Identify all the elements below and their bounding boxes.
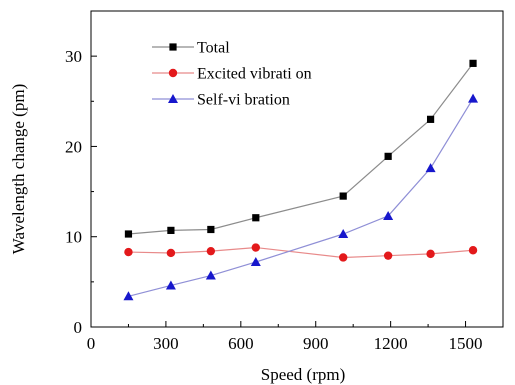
- series-line: [128, 98, 474, 297]
- data-point: [339, 192, 347, 200]
- data-point: [165, 280, 176, 290]
- data-point: [425, 163, 436, 173]
- data-point: [123, 291, 134, 301]
- series-layer: [123, 59, 479, 301]
- series-1: [124, 243, 478, 262]
- legend-marker: [168, 68, 178, 78]
- data-point: [338, 229, 349, 239]
- x-tick-label: 900: [303, 334, 329, 353]
- data-point: [252, 214, 260, 222]
- data-point: [205, 270, 216, 280]
- x-tick-label: 1500: [449, 334, 483, 353]
- legend-item: Excited vibrati on: [152, 66, 312, 83]
- legend-marker: [169, 43, 177, 51]
- data-point: [469, 59, 477, 67]
- data-point: [383, 210, 394, 220]
- data-point: [124, 230, 133, 238]
- legend: Total Excited vibrati on Self-vi bration: [152, 40, 312, 109]
- y-axis-title: Wavelength change (pm): [9, 84, 28, 254]
- data-point: [383, 251, 393, 260]
- data-point: [206, 246, 216, 256]
- x-axis: 0 300 600 900 1200 1500: [87, 321, 483, 353]
- legend-item: Total: [152, 40, 230, 57]
- legend-item: Self-vi bration: [152, 92, 290, 109]
- data-point: [426, 249, 435, 259]
- data-point: [250, 256, 261, 266]
- y-tick-label: 10: [65, 228, 82, 247]
- y-tick-label: 0: [74, 318, 83, 337]
- legend-label: Excited vibrati on: [197, 66, 312, 83]
- legend-label: Self-vi bration: [197, 92, 290, 109]
- data-point: [167, 226, 175, 234]
- plot-frame: [90, 10, 504, 328]
- y-axis: 0 10 20 30: [65, 47, 97, 337]
- x-tick-label: 600: [228, 334, 254, 353]
- data-point: [468, 93, 479, 103]
- data-point: [426, 115, 435, 123]
- series-line: [128, 246, 474, 259]
- x-tick-label: 0: [87, 334, 96, 353]
- data-point: [124, 247, 133, 257]
- legend-marker: [168, 94, 178, 103]
- data-point: [338, 253, 348, 262]
- data-point: [251, 243, 260, 252]
- data-point: [384, 152, 392, 160]
- legend-label: Total: [197, 40, 230, 57]
- data-point: [468, 246, 478, 255]
- y-tick-label: 30: [65, 47, 82, 66]
- y-tick-label: 20: [65, 137, 82, 156]
- x-tick-label: 1200: [374, 334, 408, 353]
- x-axis-title: Speed (rpm): [261, 365, 346, 384]
- x-tick-label: 300: [153, 334, 179, 353]
- series-0: [124, 59, 477, 238]
- series-2: [123, 93, 479, 301]
- series-line: [128, 63, 474, 235]
- data-point: [166, 248, 176, 258]
- data-point: [207, 225, 215, 234]
